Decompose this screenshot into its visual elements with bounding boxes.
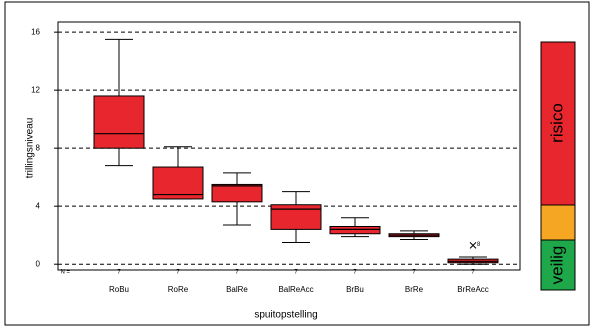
n-value: 7	[412, 270, 416, 276]
safe-zone	[540, 239, 576, 291]
x-tick-label: BalReAcc	[278, 285, 313, 294]
n-value: 7	[353, 270, 357, 276]
warning-zone	[540, 204, 576, 241]
safe-label: veilig	[547, 246, 566, 285]
outlier-label: 8	[477, 242, 481, 248]
frame	[4, 1, 590, 326]
box	[270, 204, 322, 230]
y-tick-label: 4	[36, 201, 41, 210]
x-tick-label: BrBu	[346, 285, 364, 294]
x-tick-label: BrReAcc	[457, 285, 489, 294]
n-value: 7	[294, 270, 298, 276]
y-tick-label: 16	[31, 27, 40, 36]
y-tick-label: 8	[36, 143, 41, 152]
y-tick-label: 0	[36, 259, 41, 268]
n-value: 7	[176, 270, 180, 276]
x-tick-label: BrRe	[405, 285, 424, 294]
outlier	[469, 241, 477, 249]
y-axis-label: trillingsniveau	[25, 118, 36, 179]
n-value: 7	[471, 270, 475, 276]
n-value: 7	[117, 270, 121, 276]
box	[329, 225, 381, 235]
n-value: 7	[235, 270, 239, 276]
box	[211, 183, 263, 203]
box	[93, 95, 145, 149]
risk-label: risico	[547, 103, 566, 143]
x-tick-label: RoBu	[109, 285, 129, 294]
y-tick-label: 12	[31, 85, 40, 94]
x-tick-label: RoRe	[168, 285, 189, 294]
x-tick-label: BalRe	[226, 285, 248, 294]
n-label: N =	[60, 270, 70, 276]
plot-frame	[57, 21, 521, 271]
x-axis-label: spuitopstelling	[254, 310, 317, 321]
box	[152, 166, 204, 200]
